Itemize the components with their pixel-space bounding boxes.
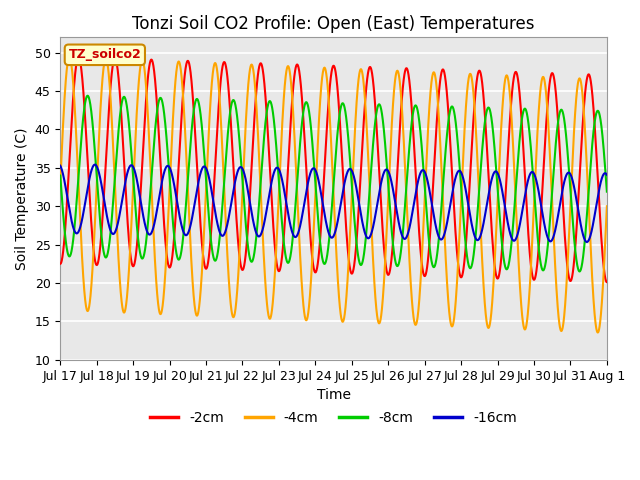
-4cm xyxy=(173,61,181,67)
-8cm xyxy=(209,252,217,258)
-8cm xyxy=(56,173,64,179)
-2cm xyxy=(603,279,611,285)
X-axis label: Time: Time xyxy=(317,388,351,402)
Title: Tonzi Soil CO2 Profile: Open (East) Temperatures: Tonzi Soil CO2 Profile: Open (East) Temp… xyxy=(132,15,535,33)
-8cm xyxy=(603,187,611,192)
-16cm xyxy=(603,172,611,178)
-16cm xyxy=(209,197,217,203)
-4cm xyxy=(397,86,404,92)
-8cm xyxy=(84,93,92,98)
-16cm xyxy=(387,177,395,182)
-16cm xyxy=(397,228,404,233)
Line: -4cm: -4cm xyxy=(60,57,607,333)
-4cm xyxy=(603,204,611,209)
-4cm xyxy=(594,330,602,336)
-4cm xyxy=(56,180,64,186)
-4cm xyxy=(65,54,73,60)
-2cm xyxy=(551,83,559,88)
-4cm xyxy=(209,68,217,74)
-8cm xyxy=(576,269,584,275)
-2cm xyxy=(209,199,217,204)
-16cm xyxy=(56,163,64,168)
-8cm xyxy=(397,252,404,258)
-2cm xyxy=(75,54,83,60)
-2cm xyxy=(397,116,404,121)
-4cm xyxy=(603,207,611,213)
Line: -2cm: -2cm xyxy=(60,57,607,282)
-8cm xyxy=(551,149,559,155)
-8cm xyxy=(173,255,181,261)
-16cm xyxy=(551,228,559,234)
-8cm xyxy=(603,189,611,194)
Text: TZ_soilco2: TZ_soilco2 xyxy=(68,48,141,61)
-2cm xyxy=(173,182,181,188)
-16cm xyxy=(173,202,181,207)
-16cm xyxy=(91,162,99,168)
-2cm xyxy=(387,261,395,267)
Legend: -2cm, -4cm, -8cm, -16cm: -2cm, -4cm, -8cm, -16cm xyxy=(145,406,522,431)
Y-axis label: Soil Temperature (C): Soil Temperature (C) xyxy=(15,127,29,270)
-2cm xyxy=(56,261,64,267)
Line: -8cm: -8cm xyxy=(60,96,607,272)
Line: -16cm: -16cm xyxy=(60,165,607,242)
-8cm xyxy=(387,218,395,224)
-4cm xyxy=(387,138,395,144)
-16cm xyxy=(583,239,591,245)
-4cm xyxy=(551,261,559,267)
-16cm xyxy=(603,172,611,178)
-2cm xyxy=(603,279,611,285)
